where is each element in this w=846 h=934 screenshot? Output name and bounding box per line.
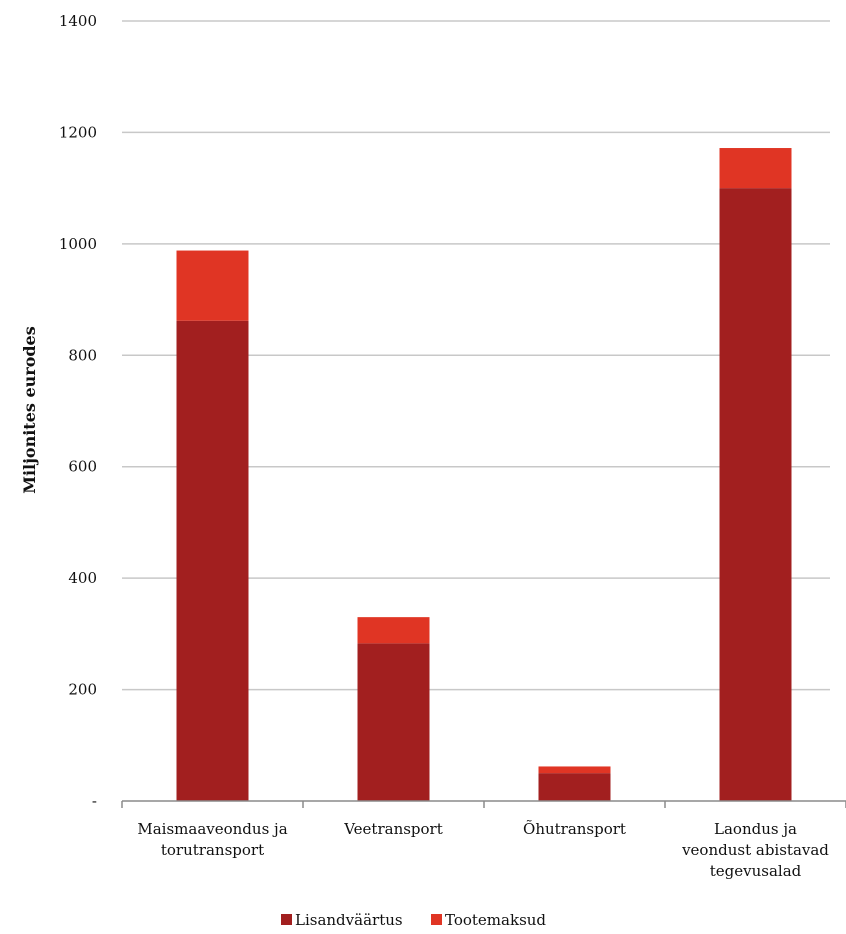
y-tick-label: 800 xyxy=(68,346,97,364)
y-tick-label: 1000 xyxy=(59,235,97,253)
bar-tootemaksud xyxy=(176,250,249,321)
y-tick-label: 1400 xyxy=(59,12,97,30)
x-tick-label: Maismaaveondus ja xyxy=(137,820,287,838)
x-tick-label: Laondus ja xyxy=(714,820,797,838)
legend-swatch xyxy=(281,914,292,925)
bar-tootemaksud xyxy=(538,766,611,774)
y-tick-label: 1200 xyxy=(59,123,97,141)
y-tick-label: 600 xyxy=(68,458,97,476)
x-tick-label: Õhutransport xyxy=(523,820,626,838)
x-tick-label: torutransport xyxy=(161,841,264,859)
bar-lisandvaartus xyxy=(719,188,792,802)
bars xyxy=(176,148,792,802)
x-tick-label: veondust abistavad xyxy=(681,841,829,859)
legend: Lisandväärtus Tootemaksud xyxy=(281,911,546,929)
y-tick-label: 200 xyxy=(68,681,97,699)
y-tick-label: - xyxy=(92,792,97,810)
x-tick-label: Veetransport xyxy=(343,820,443,838)
legend-swatch xyxy=(431,914,442,925)
x-axis: Maismaaveondus ja torutransport Veetranspo… xyxy=(121,800,846,880)
x-tick-label: tegevusalad xyxy=(710,862,802,880)
y-axis-label: Miljonites eurodes xyxy=(20,326,39,493)
y-tick-label: 400 xyxy=(68,569,97,587)
y-axis: - 200 400 600 800 1000 1200 1400 xyxy=(59,12,97,810)
bar-tootemaksud xyxy=(357,617,430,644)
bar-lisandvaartus xyxy=(176,320,249,801)
legend-label: Lisandväärtus xyxy=(295,911,403,929)
bar-lisandvaartus xyxy=(538,773,611,801)
bar-tootemaksud xyxy=(719,148,792,189)
bar-lisandvaartus xyxy=(357,643,430,801)
legend-label: Tootemaksud xyxy=(445,911,546,929)
